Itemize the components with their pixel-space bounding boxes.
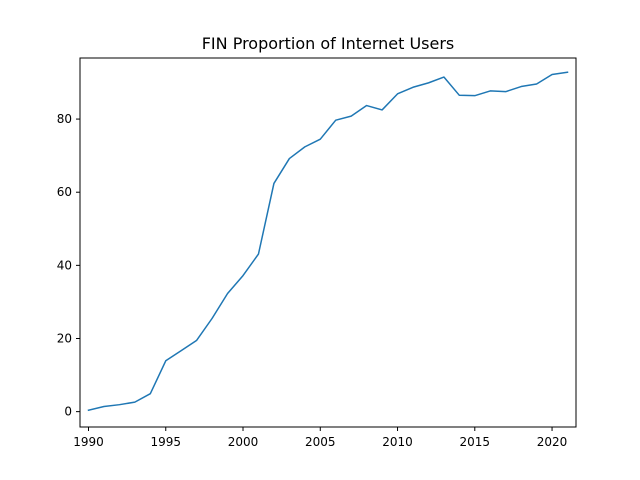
y-tick-label: 0 (64, 405, 72, 419)
x-tick-label: 1995 (150, 435, 181, 449)
series-line-0 (87, 71, 569, 412)
x-tick-label: 2005 (305, 435, 336, 449)
x-tick-label: 2020 (537, 435, 568, 449)
plot-frame (79, 57, 577, 428)
x-tick-label: 2010 (382, 435, 413, 449)
plot-lines (87, 71, 569, 412)
x-tick-label: 2000 (228, 435, 259, 449)
y-axis: 0 20 40 60 80 (57, 112, 80, 419)
x-tick-label: 2015 (460, 435, 491, 449)
chart-title: FIN Proportion of Internet Users (202, 34, 455, 53)
y-tick-label: 80 (57, 112, 72, 126)
y-tick-label: 20 (57, 331, 72, 345)
y-tick-label: 40 (57, 258, 72, 272)
x-axis: 1990 1995 2000 2005 2010 2015 2020 (73, 427, 567, 449)
y-tick-label: 60 (57, 185, 72, 199)
x-tick-label: 1990 (73, 435, 104, 449)
